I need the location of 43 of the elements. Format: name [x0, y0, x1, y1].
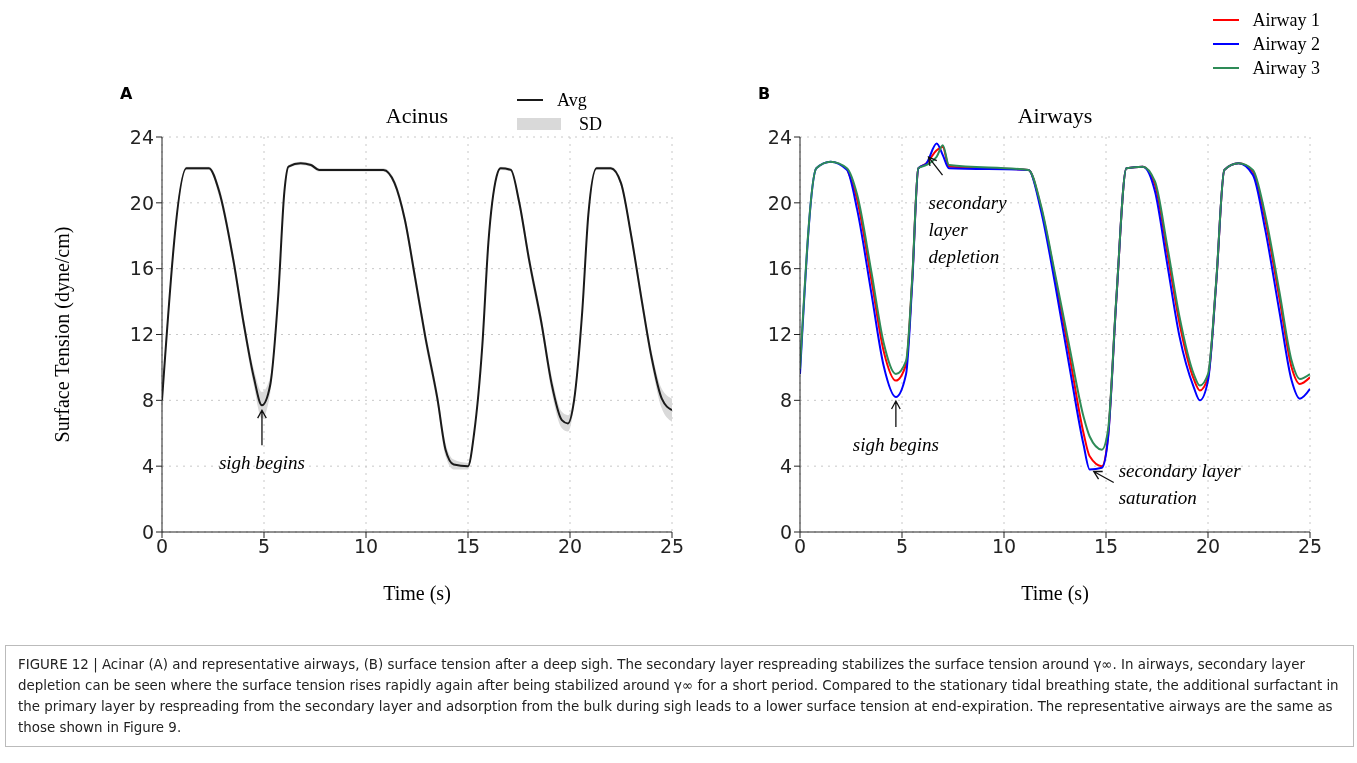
x-axis-title: Time (s) [382, 582, 452, 605]
x-tick-label: 15 [1093, 535, 1119, 558]
y-tick-label: 12 [129, 323, 154, 346]
legend-label: Airway 3 [1252, 57, 1320, 79]
y-tick-label: 24 [767, 125, 792, 148]
y-tick-label: 4 [141, 454, 154, 477]
x-tick-label: 10 [353, 535, 379, 558]
y-tick-label: 12 [767, 323, 792, 346]
y-axis-title: Surface Tension (dyne/cm) [50, 226, 73, 442]
text: A [120, 84, 133, 103]
x-tick-label: 15 [455, 535, 481, 558]
x-tick-label: 20 [557, 535, 583, 558]
text: B [758, 84, 771, 103]
annotation: sigh begins [851, 433, 940, 458]
x-axis-title: Time (s) [1020, 582, 1090, 605]
annotation: secondary layer depletion [928, 191, 1008, 270]
caption: FIGURE 12 | Acinar (A) and representative airways, (B) surface tension after a deep sigh. The secondary layer respreading stabilizes the surface tension around γ∞. In airways, secondary layer depletion can be seen where the surface tension rises rapidly again after being stabilized around γ∞ for a short period. Compared to the stationary tidal breathing state, the additional surfactant in the primary layer by respreading from the secondary layer and adsorption from the bulk during sigh leads to a lower surface tension at end-expiration. The representative airways are the same as those shown in Figure 9. [18, 656, 1340, 737]
y-tick-label: 8 [779, 389, 792, 412]
x-tick-label: 5 [895, 535, 909, 558]
y-tick-label: 16 [767, 257, 792, 280]
y-tick-label: 0 [779, 520, 792, 543]
chart-title: Acinus [385, 103, 449, 128]
y-tick-label: 4 [779, 454, 792, 477]
x-tick-label: 25 [659, 535, 685, 558]
y-tick-label: 20 [767, 191, 792, 214]
x-tick-label: 5 [257, 535, 271, 558]
x-tick-label: 10 [991, 535, 1017, 558]
x-tick-label: 20 [1195, 535, 1221, 558]
legend-label: Airway 1 [1252, 9, 1320, 31]
y-tick-label: 0 [141, 520, 154, 543]
y-tick-label: 20 [129, 191, 154, 214]
chart-title: Airways [1016, 103, 1094, 129]
legend-label: SD [578, 113, 602, 135]
legend-label: Avg [556, 89, 587, 111]
annotation: secondary layer saturation [1118, 459, 1242, 511]
y-tick-label: 16 [129, 257, 154, 280]
annotation: sigh begins [217, 451, 306, 476]
y-tick-label: 8 [141, 389, 154, 412]
x-tick-label: 0 [155, 535, 169, 558]
y-tick-label: 24 [129, 125, 154, 148]
x-tick-label: 0 [793, 535, 807, 558]
legend-label: Airway 2 [1252, 33, 1320, 55]
x-tick-label: 25 [1297, 535, 1323, 558]
